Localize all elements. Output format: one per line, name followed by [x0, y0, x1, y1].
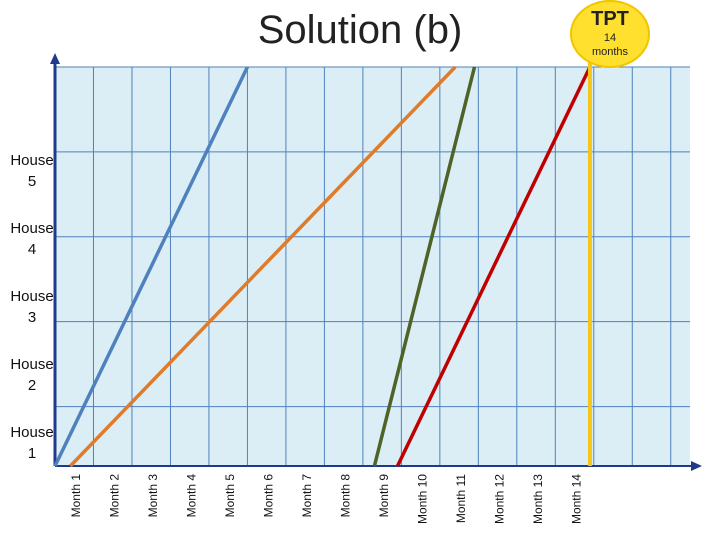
- y-tick-label-house-5: House 5: [8, 150, 56, 192]
- y-tick-label-line: 4: [27, 241, 37, 258]
- series-line-3: [372, 66, 477, 467]
- tpt-badge-value: 14: [603, 32, 617, 44]
- y-tick-label-line: House: [10, 356, 54, 373]
- plot-area: [55, 67, 690, 466]
- y-tick-label-line: 2: [27, 377, 37, 394]
- y-tick-label-house-2: House 2: [8, 354, 56, 396]
- y-axis-arrow: [50, 53, 60, 64]
- x-tick-label: Month 14: [570, 474, 584, 524]
- x-tick-label: Month 9: [377, 474, 391, 518]
- y-tick-label-line: House: [10, 424, 54, 441]
- x-tick-label: Month 10: [416, 474, 430, 524]
- chart-title: Solution (b): [257, 8, 463, 52]
- x-tick-label: Month 6: [262, 474, 276, 518]
- x-axis-arrow: [691, 461, 702, 471]
- x-tick-label: Month 13: [531, 474, 545, 524]
- y-tick-label-line: House: [10, 152, 54, 169]
- x-tick-label: Month 5: [223, 474, 237, 518]
- series-line-1: [53, 66, 250, 467]
- x-tick-label: Month 7: [300, 474, 314, 518]
- x-tick-label: Month 8: [339, 474, 353, 518]
- series-line-2: [69, 65, 457, 468]
- tpt-badge-label: TPT: [591, 8, 629, 30]
- y-tick-label-line: 3: [27, 309, 37, 326]
- tpt-badge-unit: months: [591, 46, 629, 58]
- x-tick-label: Month 11: [454, 474, 468, 523]
- x-tick-label: Month 4: [185, 474, 199, 518]
- x-tick-label: Month 2: [108, 474, 122, 518]
- tpt-badge: TPT 14 months: [570, 0, 650, 68]
- y-tick-label-line: House: [10, 220, 54, 237]
- y-tick-label-line: 5: [27, 173, 37, 190]
- x-tick-label: Month 1: [69, 474, 83, 518]
- y-tick-label-house-3: House 3: [8, 286, 56, 328]
- y-tick-label-line: 1: [27, 445, 37, 462]
- series-line-4: [395, 66, 592, 467]
- x-tick-label: Month 12: [493, 474, 507, 524]
- y-tick-label-house-4: House 4: [8, 218, 56, 260]
- y-tick-label-house-1: House 1: [8, 422, 56, 464]
- x-tick-label: Month 3: [146, 474, 160, 518]
- y-tick-label-line: House: [10, 288, 54, 305]
